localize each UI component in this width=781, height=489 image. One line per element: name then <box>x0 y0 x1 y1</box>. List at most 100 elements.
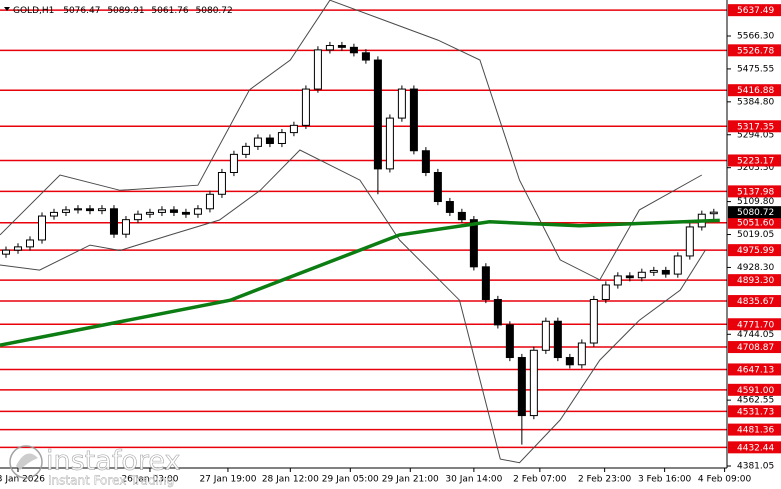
y-tick-label: 5384.80 <box>737 97 774 107</box>
candle-body <box>373 59 382 170</box>
x-tick-label: 30 Jan 14:00 <box>445 475 502 485</box>
candle-body <box>361 52 370 61</box>
level-label-box <box>728 274 781 287</box>
level-label: 4771.70 <box>737 320 774 330</box>
candle-body <box>517 357 526 417</box>
candle-body <box>157 209 166 213</box>
close-value: 5080.72 <box>196 6 233 16</box>
level-label-box <box>728 423 781 436</box>
level-label-box <box>728 405 781 418</box>
candle-body <box>577 342 586 366</box>
candle-body <box>349 46 358 54</box>
candle-body <box>49 211 58 217</box>
y-tick-label: 5294.05 <box>737 130 774 140</box>
level-label-box <box>728 84 781 97</box>
low-value: 5061.76 <box>151 6 188 16</box>
level-label-box <box>728 383 781 396</box>
candle-body <box>301 88 310 126</box>
y-tick-label: 5109.80 <box>737 197 774 207</box>
candle-body <box>109 208 118 235</box>
level-label-box <box>728 441 781 454</box>
current-price-box <box>728 206 781 219</box>
watermark-logo-shape <box>16 453 38 470</box>
candle-body <box>685 226 694 257</box>
candle-body <box>193 208 202 215</box>
candle-body <box>397 88 406 119</box>
candle-body <box>385 117 394 170</box>
level-label: 4531.73 <box>737 407 774 417</box>
candle-body <box>25 239 34 248</box>
candle-body <box>469 219 478 268</box>
level-label-box <box>728 154 781 167</box>
y-tick-label: 4562.55 <box>737 396 774 406</box>
candle-body <box>97 208 106 212</box>
x-tick-label: 4 Feb 09:00 <box>698 475 752 485</box>
x-tick-label: 23 Jan 2026 <box>0 475 45 485</box>
candle-body <box>553 320 562 359</box>
x-tick-label: 26 Jan 03:00 <box>121 475 178 485</box>
candle-body <box>277 132 286 144</box>
candle-body <box>181 211 190 215</box>
level-label: 4647.13 <box>737 365 774 375</box>
header-arrow <box>4 7 10 11</box>
candle-body <box>505 324 514 359</box>
current-price-label: 5080.72 <box>737 208 774 218</box>
level-label-box <box>728 216 781 229</box>
candle-body <box>649 269 658 273</box>
candle-body <box>541 320 550 351</box>
x-tick-label: 3 Feb 16:00 <box>638 475 692 485</box>
candle-body <box>529 349 538 417</box>
candle-body <box>337 45 346 48</box>
candle-body <box>493 298 502 326</box>
candle-body <box>613 275 622 286</box>
x-tick-label: 28 Jan 12:00 <box>262 475 319 485</box>
watermark-tagline: Instant Forex Trading <box>48 474 174 488</box>
candle-body <box>169 209 178 213</box>
level-label-box <box>728 120 781 133</box>
candle-body <box>313 49 322 90</box>
level-label: 5137.98 <box>737 187 774 197</box>
watermark-logo <box>9 445 43 479</box>
candle-body <box>145 211 154 215</box>
level-label-box <box>728 318 781 331</box>
x-tick-label: 2 Feb 07:00 <box>513 475 567 485</box>
candle-body <box>205 193 214 210</box>
header-text: GOLD,H1 5076.47 5089.91 5061.76 5080.72 <box>13 6 233 16</box>
x-tick-label: 2 Feb 23:00 <box>578 475 632 485</box>
level-label-box <box>728 295 781 308</box>
y-tick-label: 4744.05 <box>737 330 774 340</box>
candle-body <box>625 275 634 279</box>
candle-body <box>241 145 250 155</box>
y-tick-label: 5475.55 <box>737 64 774 74</box>
candle-body <box>565 357 574 366</box>
candle-body <box>709 211 718 215</box>
bollinger-band <box>0 0 703 281</box>
level-label: 5637.49 <box>737 6 774 16</box>
candle-body <box>289 124 298 134</box>
watermark-brand: instaforex <box>46 446 180 477</box>
y-tick-label: 5203.30 <box>737 163 774 173</box>
candle-body <box>661 269 670 275</box>
level-label-box <box>728 244 781 257</box>
x-tick-label: 29 Jan 21:00 <box>382 475 439 485</box>
candle-body <box>229 153 238 174</box>
candle-body <box>445 201 454 213</box>
candle-body <box>637 271 646 279</box>
bollinger-band <box>0 149 706 464</box>
level-label: 4975.99 <box>737 246 774 256</box>
candle-body <box>457 211 466 221</box>
candle-body <box>133 213 142 221</box>
level-label: 5317.35 <box>737 122 774 132</box>
candle-body <box>73 208 82 211</box>
candle-body <box>61 209 70 213</box>
y-tick-label: 5019.05 <box>737 230 774 240</box>
candle-body <box>1 249 10 255</box>
candle-body <box>253 137 262 147</box>
level-label-box <box>728 363 781 376</box>
candle-body <box>265 137 274 144</box>
candle-body <box>37 215 46 241</box>
high-value: 5089.91 <box>107 6 144 16</box>
level-label: 4708.87 <box>737 343 774 353</box>
